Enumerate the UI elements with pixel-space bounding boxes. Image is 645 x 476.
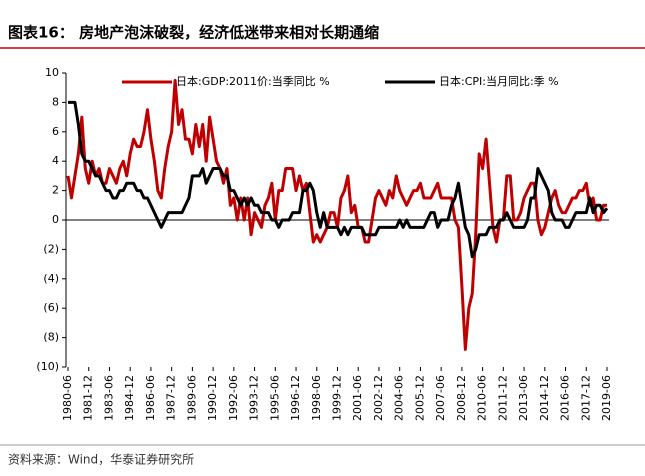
y-tick-label: 8 — [52, 95, 59, 108]
series-line — [68, 100, 609, 259]
y-tick-label: (2) — [43, 242, 59, 255]
x-tick-label: 2016-06 — [559, 375, 572, 421]
x-tick-label: 2010-06 — [476, 375, 489, 421]
x-tick-label: 1995-06 — [268, 375, 281, 421]
legend-label: 日本:GDP:2011价:当季同比 % — [176, 74, 330, 88]
x-tick-label: 1999-12 — [331, 375, 344, 421]
x-tick-label: 1984-12 — [123, 375, 136, 421]
x-tick-label: 1983-06 — [102, 375, 115, 421]
x-tick-label: 1981-12 — [82, 375, 95, 421]
x-tick-label: 2019-06 — [600, 375, 613, 421]
series-line — [66, 78, 607, 351]
x-tick-label: 2008-12 — [455, 375, 468, 421]
y-tick-label: (8) — [43, 331, 59, 344]
x-tick-label: 1990-12 — [206, 375, 219, 421]
x-tick-label: 1980-06 — [61, 375, 74, 421]
source: 资料来源：Wind，华泰证券研究所 — [8, 452, 194, 467]
y-tick-label: 6 — [52, 125, 59, 138]
y-tick-label: 0 — [52, 213, 59, 226]
x-tick-label: 1986-06 — [144, 375, 157, 421]
x-tick-label: 2011-12 — [496, 375, 509, 421]
x-tick-label: 1989-06 — [185, 375, 198, 421]
x-tick-label: 2001-06 — [351, 375, 364, 421]
x-tick-label: 2017-12 — [579, 375, 592, 421]
x-tick-label: 1996-12 — [289, 375, 302, 421]
x-tick-label: 1993-12 — [248, 375, 261, 421]
x-tick-label: 2007-06 — [434, 375, 447, 421]
y-tick-label: 4 — [52, 154, 59, 167]
y-tick-label: (4) — [43, 272, 59, 285]
y-tick-label: (6) — [43, 301, 59, 314]
x-tick-label: 2004-06 — [393, 375, 406, 421]
x-tick-label: 2014-12 — [538, 375, 551, 421]
chart-title: 图表16： 房地产泡沫破裂，经济低迷带来相对长期通缩 — [8, 24, 379, 42]
legend-label: 日本:CPI:当月同比:季 % — [439, 74, 559, 88]
x-tick-label: 1998-06 — [310, 375, 323, 421]
x-tick-label: 1992-06 — [227, 375, 240, 421]
x-tick-label: 2002-12 — [372, 375, 385, 421]
x-tick-label: 2005-12 — [413, 375, 426, 421]
y-tick-label: 10 — [45, 66, 59, 79]
y-tick-label: 2 — [52, 184, 59, 197]
x-tick-label: 2013-06 — [517, 375, 530, 421]
x-tick-label: 1987-12 — [165, 375, 178, 421]
y-tick-label: (10) — [36, 360, 59, 373]
